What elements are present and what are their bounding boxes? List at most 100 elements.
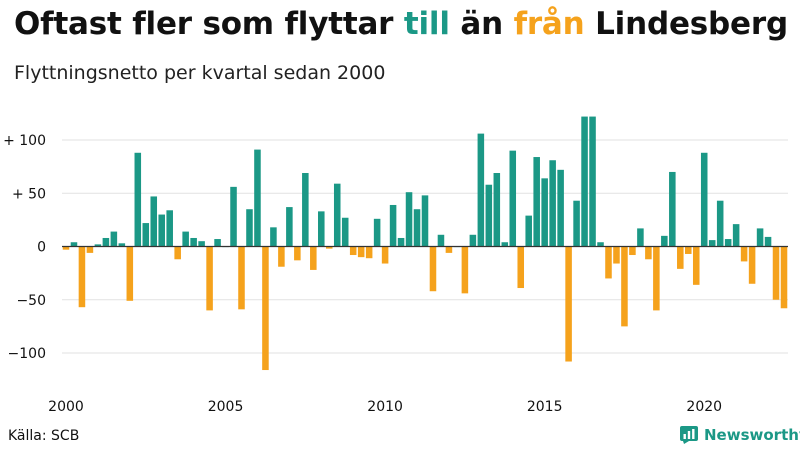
y-tick-label: −100	[8, 346, 46, 362]
bar	[756, 228, 764, 247]
title-place: Lindesberg	[595, 6, 788, 42]
bar	[126, 246, 134, 301]
bar	[541, 178, 548, 247]
bar	[349, 246, 357, 256]
bar	[421, 195, 429, 247]
bar	[732, 224, 740, 247]
bar	[716, 200, 724, 247]
bar	[477, 133, 485, 247]
bar	[565, 246, 572, 362]
bar	[764, 236, 772, 247]
bar	[333, 183, 341, 247]
bar	[86, 246, 94, 253]
bar	[493, 173, 501, 247]
y-tick-label: 0	[37, 240, 46, 256]
x-tick-label: 2000	[48, 399, 84, 415]
bar	[685, 246, 692, 254]
bar	[246, 209, 253, 247]
bar	[581, 116, 588, 247]
bar	[286, 207, 293, 247]
bar	[174, 246, 181, 260]
x-tick-label: 2015	[527, 399, 563, 415]
y-tick-label: + 50	[12, 186, 46, 202]
newsworthy-chart-icon	[680, 426, 698, 444]
title-prefix: Oftast fler som flyttar	[14, 6, 394, 42]
bar	[509, 150, 517, 247]
bar	[533, 157, 540, 247]
bar	[629, 246, 636, 256]
bar	[517, 246, 525, 289]
brand-name: Newsworthy	[704, 426, 800, 444]
bar	[357, 246, 365, 258]
bar	[262, 246, 269, 371]
chart-title: Oftast fler som flyttar till än från Lin…	[14, 6, 788, 42]
bar	[294, 246, 301, 261]
bar	[198, 241, 205, 247]
x-tick-label: 2020	[686, 399, 722, 415]
bar	[206, 246, 213, 311]
bar	[525, 215, 532, 247]
chart-subtitle: Flyttningsnetto per kvartal sedan 2000	[14, 62, 386, 84]
bar	[549, 160, 556, 247]
bar	[365, 246, 373, 259]
bar	[700, 152, 708, 247]
bar	[325, 246, 333, 249]
bar	[589, 116, 596, 247]
bar	[669, 171, 676, 247]
bar	[142, 223, 150, 247]
bar	[461, 246, 469, 294]
bar	[605, 246, 612, 279]
bar	[724, 239, 732, 247]
bar	[214, 239, 221, 247]
bar	[621, 246, 628, 327]
title-positive-word: till	[403, 6, 450, 42]
bar	[469, 234, 477, 247]
bar	[677, 246, 684, 269]
bar	[150, 196, 158, 247]
bar	[389, 204, 397, 247]
bar	[62, 246, 70, 250]
bar	[780, 246, 788, 309]
bar	[653, 246, 660, 311]
y-tick-label: + 100	[3, 133, 46, 149]
bar	[573, 200, 580, 247]
bar	[254, 149, 261, 247]
bar	[413, 209, 421, 247]
bar	[134, 152, 142, 247]
title-middle: än	[460, 6, 503, 42]
bar	[373, 218, 381, 247]
x-tick-label: 2010	[367, 399, 403, 415]
bar	[645, 246, 652, 260]
bar	[238, 246, 245, 310]
bar	[708, 240, 716, 247]
bar	[397, 237, 405, 247]
x-tick-label: 2005	[208, 399, 244, 415]
bar	[341, 217, 349, 247]
y-tick-label: −50	[16, 293, 46, 309]
bar	[94, 244, 102, 247]
bar-chart: + 100 + 50 0 −50 −100 2000 2005 2010 2015 2020	[3, 116, 788, 415]
bar	[748, 246, 756, 284]
bar	[118, 243, 126, 247]
bar	[772, 246, 780, 300]
source-note: Källa: SCB	[8, 428, 80, 444]
bar	[270, 227, 277, 247]
bar	[661, 235, 668, 247]
bar	[437, 234, 445, 247]
bar	[166, 210, 173, 247]
bar	[278, 246, 285, 267]
bar	[318, 211, 325, 247]
bar	[78, 246, 86, 308]
brand-logo[interactable]: Newsworthy	[680, 426, 800, 444]
bar	[429, 246, 437, 292]
bar	[381, 246, 389, 264]
bar	[597, 242, 604, 247]
bar	[557, 169, 564, 247]
bar	[230, 186, 237, 247]
bar	[110, 231, 118, 247]
bar	[405, 192, 413, 247]
bar	[310, 246, 317, 270]
bar	[501, 242, 509, 247]
bar	[158, 214, 165, 247]
bar	[637, 228, 644, 247]
